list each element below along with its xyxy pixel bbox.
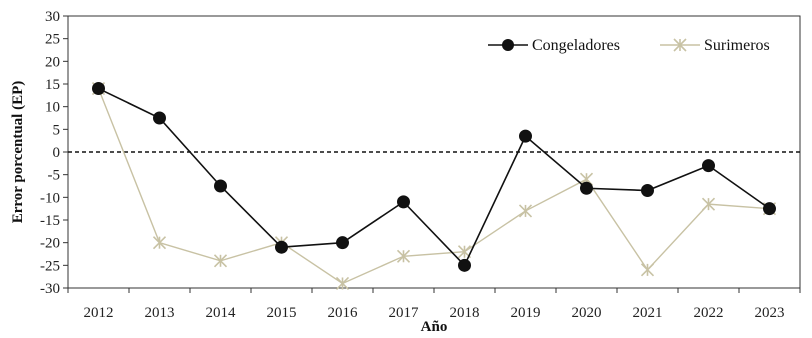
y-tick-label: 5 — [53, 122, 61, 138]
legend-surimeros-marker — [673, 38, 687, 52]
x-tick-label: 2012 — [84, 305, 114, 321]
x-tick-label: 2013 — [145, 305, 175, 321]
x-tick-label: 2019 — [511, 305, 541, 321]
data-point-surimeros — [518, 204, 533, 218]
data-point-congeladores — [763, 202, 776, 216]
data-point-congeladores — [336, 236, 349, 250]
y-tick-label: -5 — [48, 168, 61, 184]
data-point-congeladores — [641, 184, 654, 198]
chart-axes — [63, 15, 801, 293]
data-point-congeladores — [153, 111, 166, 125]
series-congeladores-line — [98, 87, 770, 267]
y-tick-label: 15 — [45, 77, 60, 93]
series-surimeros-line — [97, 88, 770, 285]
data-point-surimeros — [701, 197, 716, 211]
x-tick-label: 2015 — [267, 305, 297, 321]
x-tick-label: 2014 — [206, 305, 237, 321]
x-tick-label: 2021 — [633, 305, 663, 321]
data-point-congeladores — [580, 181, 593, 195]
data-point-surimeros — [213, 254, 228, 268]
legend-surimeros-label: Surimeros — [704, 37, 770, 54]
x-tick-label: 2017 — [389, 305, 420, 321]
data-point-congeladores — [702, 159, 715, 173]
y-tick-label: -15 — [40, 213, 60, 229]
x-tick-label: 2018 — [450, 305, 480, 321]
data-point-surimeros — [335, 276, 350, 291]
data-point-congeladores — [92, 82, 105, 96]
y-tick-label: -10 — [40, 190, 60, 206]
series-congeladores — [92, 82, 776, 272]
data-point-surimeros — [640, 263, 655, 277]
legend: Congeladores Surimeros — [488, 37, 770, 54]
y-tick-label: 20 — [45, 54, 60, 70]
y-tick-label: 25 — [45, 32, 60, 48]
x-tick-label: 2016 — [328, 305, 359, 321]
legend-congeladores-label: Congeladores — [532, 37, 620, 54]
data-point-congeladores — [275, 240, 288, 254]
data-point-congeladores — [519, 129, 532, 143]
y-tick-label: -25 — [40, 258, 60, 274]
legend-congeladores-marker — [502, 39, 514, 51]
x-tick-label: 2022 — [694, 305, 724, 321]
data-point-surimeros — [396, 249, 411, 263]
y-tick-label: 0 — [53, 145, 61, 161]
series-layer — [91, 81, 777, 291]
x-tick-labels: 2012 2013 2014 2015 2016 2017 2018 2019 2020 2021… — [84, 305, 785, 321]
y-tick-label: -20 — [40, 236, 60, 252]
data-point-congeladores — [458, 258, 471, 272]
data-point-surimeros — [152, 236, 167, 250]
y-axis-title: Error porcentual (EP) — [10, 81, 26, 224]
data-point-congeladores — [214, 179, 227, 193]
series-surimeros — [91, 81, 777, 291]
y-tick-label: 30 — [45, 9, 60, 25]
x-tick-label: 2020 — [572, 305, 602, 321]
y-tick-labels: 30 25 20 15 10 5 0 -5 -10 -15 -20 -25 -30 — [40, 9, 60, 297]
x-tick-label: 2023 — [755, 305, 785, 321]
y-tick-label: -30 — [40, 281, 60, 297]
data-point-congeladores — [397, 195, 410, 209]
x-axis-title: Año — [421, 319, 448, 335]
y-tick-label: 10 — [45, 100, 60, 116]
